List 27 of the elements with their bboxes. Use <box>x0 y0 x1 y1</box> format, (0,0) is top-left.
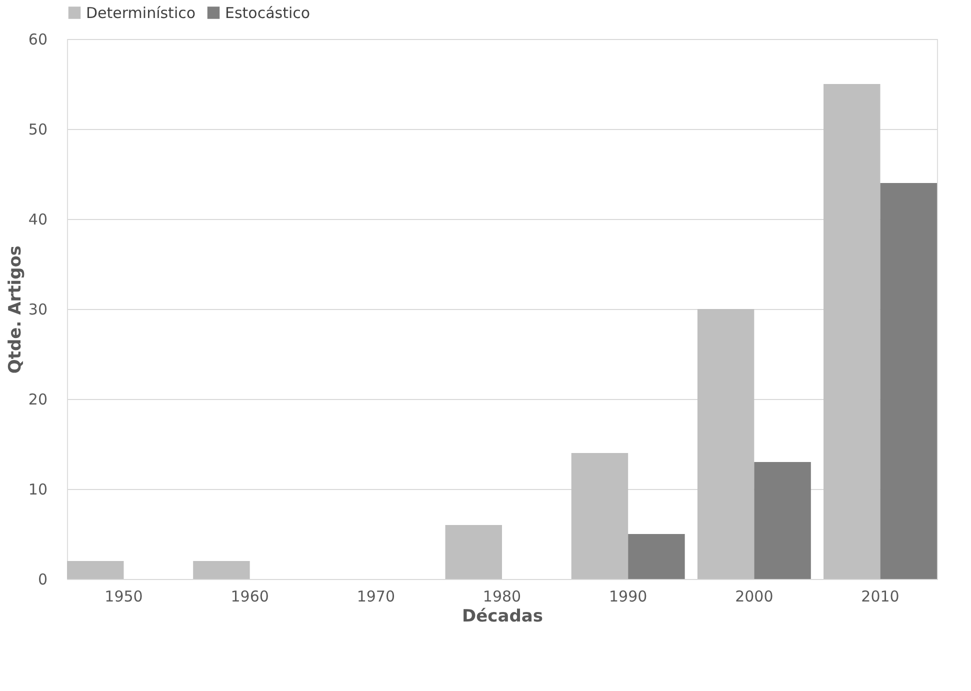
x-tick-label: 1980 <box>482 588 522 606</box>
y-tick-label: 10 <box>28 480 48 498</box>
x-tick-label: 2010 <box>861 588 900 606</box>
bar <box>754 462 811 579</box>
y-tick-label: 30 <box>28 300 48 318</box>
x-axis-title: Décadas <box>462 606 543 626</box>
bar <box>571 453 628 579</box>
legend-label: Determinístico <box>86 4 196 22</box>
x-tick-label: 1970 <box>356 588 396 606</box>
x-tick-label: 2000 <box>735 588 774 606</box>
bar <box>697 309 754 579</box>
bar <box>445 525 502 579</box>
bar <box>193 561 250 579</box>
y-tick-label: 20 <box>28 390 48 408</box>
bar <box>67 561 124 579</box>
y-tick-label: 60 <box>28 30 48 48</box>
x-tick-label: 1990 <box>608 588 648 606</box>
legend-label: Estocástico <box>225 4 310 22</box>
x-tick-label: 1950 <box>104 588 143 606</box>
y-axis-title: Qtde. Artigos <box>5 245 26 374</box>
x-tick-label: 1960 <box>230 588 269 606</box>
y-tick-label: 50 <box>28 120 48 138</box>
y-tick-label: 0 <box>38 570 48 588</box>
bar <box>628 534 685 579</box>
bar <box>880 183 937 579</box>
bar <box>824 84 880 579</box>
y-tick-label: 40 <box>28 210 48 228</box>
